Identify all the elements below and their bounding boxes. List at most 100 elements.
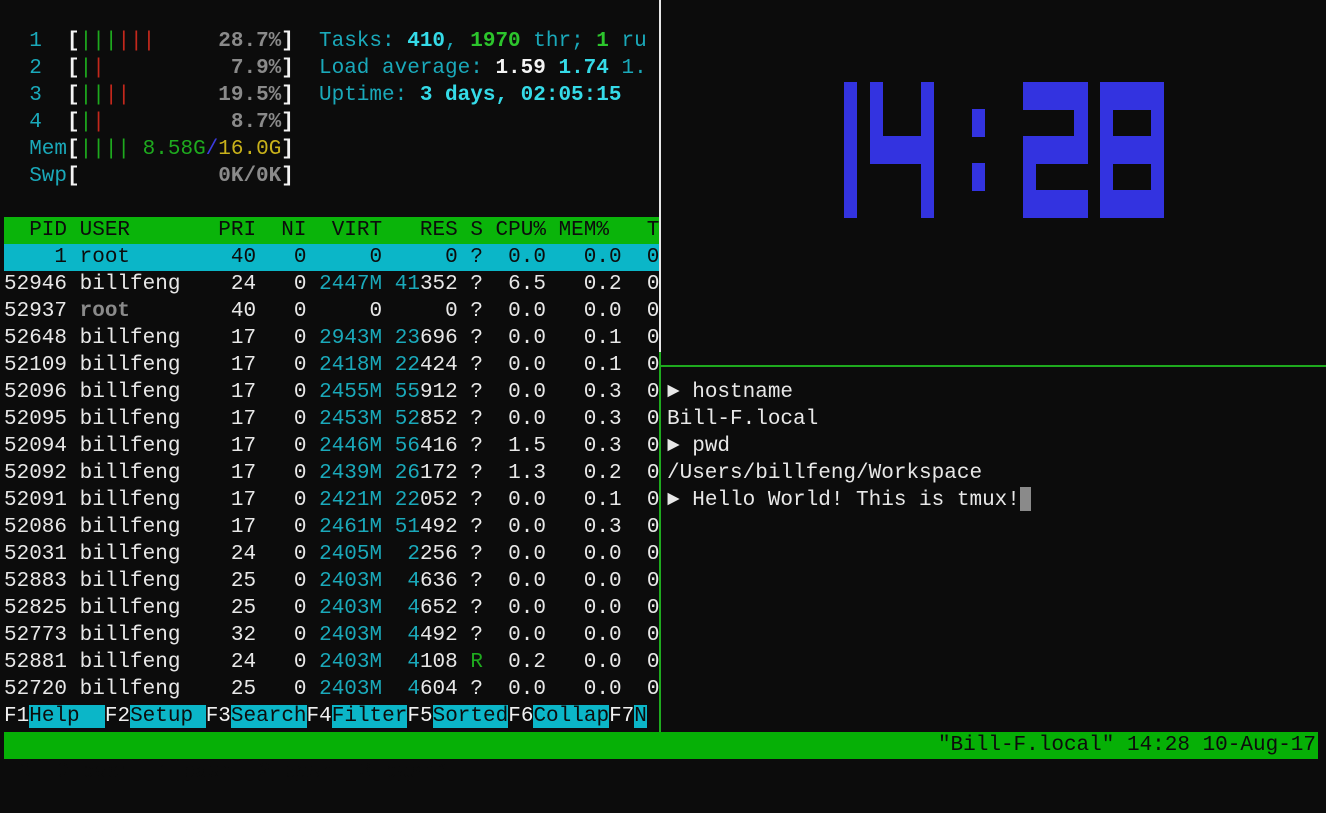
pane-divider-horizontal[interactable] — [660, 365, 1326, 367]
process-row[interactable]: 52086 billfeng 17 0 2461M 51492 ? 0.0 0.… — [4, 514, 659, 541]
col-virt-header[interactable]: VIRT — [306, 219, 383, 242]
virt: 2403M — [319, 597, 383, 620]
process-row[interactable]: 52031 billfeng 24 0 2405M 2256 ? 0.0 0.0… — [4, 541, 659, 568]
triangle-right-icon: ► — [667, 435, 693, 458]
mem-used: 8.58G — [142, 138, 206, 161]
fkey-help-button[interactable]: F1Help — [4, 705, 105, 728]
text — [458, 462, 471, 485]
cpu-percent: 1.3 — [482, 462, 546, 485]
text — [382, 246, 445, 269]
mem-meter: Mem[|||| 8.58G/16.0G] — [4, 136, 294, 163]
col-user-header[interactable]: USER — [67, 219, 219, 242]
process-row[interactable]: 1 root 40 0 0 0 ? 0.0 0.0 0: — [4, 244, 659, 271]
fkey-label: Setup — [130, 705, 206, 728]
fkey-filter-button[interactable]: F4Filter — [307, 705, 408, 728]
threads-count: 1970 — [470, 30, 521, 53]
text — [458, 516, 471, 539]
res-high: 51 — [394, 516, 420, 539]
text — [67, 624, 80, 647]
col-res-header[interactable]: RES — [382, 219, 458, 242]
col-state-header[interactable]: S — [457, 219, 483, 242]
res-low: 852 — [419, 408, 458, 431]
text — [382, 543, 407, 566]
fkey-n-button[interactable]: F7N — [609, 705, 647, 728]
clock-pixel — [844, 190, 858, 218]
time: 0: — [646, 246, 659, 269]
pid: 52946 — [4, 273, 68, 296]
text — [458, 354, 471, 377]
process-row[interactable]: 52937 root 40 0 0 0 ? 0.0 0.0 0: — [4, 298, 659, 325]
process-row[interactable]: 52883 billfeng 25 0 2403M 4636 ? 0.0 0.0… — [4, 568, 659, 595]
text — [67, 489, 80, 512]
text — [67, 462, 80, 485]
fkey-collap-button[interactable]: F6Collap — [508, 705, 610, 728]
clock-pixel — [972, 163, 986, 191]
text — [458, 543, 471, 566]
process-row[interactable]: 52648 billfeng 17 0 2943M 23696 ? 0.0 0.… — [4, 325, 659, 352]
user: billfeng — [79, 678, 219, 701]
running-label: ru — [608, 30, 647, 53]
col-ni-header[interactable]: NI — [256, 219, 307, 242]
process-row[interactable]: 52881 billfeng 24 0 2403M 4108 R 0.2 0.0… — [4, 649, 659, 676]
res-low: 424 — [419, 354, 458, 377]
uptime-label: Uptime: — [319, 84, 420, 107]
priority: 40 — [218, 300, 257, 323]
window-tab[interactable]: 3:bash* — [358, 761, 448, 784]
text — [132, 761, 157, 784]
clock-pixel — [1138, 136, 1152, 164]
state: ? — [470, 327, 483, 350]
text — [458, 570, 471, 593]
clock-pixel — [972, 109, 986, 137]
pane-divider[interactable] — [659, 0, 661, 352]
process-row[interactable]: 52773 billfeng 32 0 2403M 4492 ? 0.0 0.0… — [4, 622, 659, 649]
col-cpu-header[interactable]: CPU% — [482, 219, 546, 242]
res-low: 492 — [419, 516, 458, 539]
state: ? — [470, 570, 483, 593]
col-pri-header[interactable]: PRI — [218, 219, 257, 242]
pane-divider-active[interactable] — [659, 352, 661, 732]
col-mem-header[interactable]: MEM% — [545, 219, 609, 242]
process-row[interactable]: 52946 billfeng 24 0 2447M 41352 ? 6.5 0.… — [4, 271, 659, 298]
text — [44, 761, 57, 784]
tasks-line: Tasks: 410, 1970 thr; 1 ru — [319, 28, 647, 55]
window-tab[interactable]: 0:bash — [56, 761, 133, 784]
user: billfeng — [79, 462, 219, 485]
col-pid-header[interactable]: PID — [4, 219, 68, 242]
htop-pane[interactable]: 1 [|||||| 28.7%] 2 [|| 7.9%] 3 [|||| 19.… — [4, 1, 659, 732]
running-count: 1 — [596, 30, 609, 53]
window-tab[interactable]: 1:bash — [157, 761, 233, 784]
process-row[interactable]: 52096 billfeng 17 0 2455M 55912 ? 0.0 0.… — [4, 379, 659, 406]
session-name: [0] — [6, 761, 44, 784]
status-right: "Bill-F.local" 14:28 10-Aug-17 — [937, 734, 1316, 757]
cpu-percent: 0.0 — [482, 543, 546, 566]
clock-pixel — [895, 136, 909, 164]
clock-pixel — [844, 109, 858, 137]
process-row[interactable]: 52091 billfeng 17 0 2421M 22052 ? 0.0 0.… — [4, 487, 659, 514]
fkey-setup-button[interactable]: F2Setup — [105, 705, 206, 728]
res-high: 26 — [394, 462, 420, 485]
process-row[interactable]: 52092 billfeng 17 0 2439M 26172 ? 1.3 0.… — [4, 460, 659, 487]
window-tab[interactable]: 2:bash- — [258, 761, 347, 784]
cpu-bar-user: ||| — [79, 30, 118, 53]
clock-pixel — [920, 109, 935, 137]
res-high: 2 — [407, 543, 420, 566]
pid: 52096 — [4, 381, 68, 404]
text — [67, 597, 80, 620]
process-row[interactable]: 52825 billfeng 25 0 2403M 4652 ? 0.0 0.0… — [4, 595, 659, 622]
process-row[interactable]: 52094 billfeng 17 0 2446M 56416 ? 1.5 0.… — [4, 433, 659, 460]
clock-pixel — [908, 136, 922, 164]
clock-pixel — [1048, 136, 1063, 164]
priority: 24 — [218, 273, 257, 296]
fkey-search-button[interactable]: F3Search — [206, 705, 307, 728]
process-row[interactable]: 52109 billfeng 17 0 2418M 22424 ? 0.0 0.… — [4, 352, 659, 379]
cpu-percent: 0.0 — [482, 570, 546, 593]
sep: , — [445, 30, 471, 53]
process-row[interactable]: 52095 billfeng 17 0 2453M 52852 ? 0.0 0.… — [4, 406, 659, 433]
process-row[interactable]: 52720 billfeng 25 0 2403M 4604 ? 0.0 0.0… — [4, 676, 659, 703]
nice: 0 — [256, 300, 307, 323]
pid: 52109 — [4, 354, 68, 377]
col-time-header[interactable]: T — [608, 219, 659, 242]
virt: 2461M — [319, 516, 383, 539]
clock-pixel — [1151, 136, 1165, 164]
fkey-sorted-button[interactable]: F5Sorted — [407, 705, 509, 728]
